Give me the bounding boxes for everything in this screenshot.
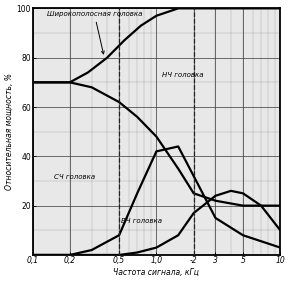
Text: НЧ головка: НЧ головка <box>162 72 203 78</box>
Text: СЧ головка: СЧ головка <box>54 173 95 180</box>
X-axis label: Частота сигнала, кГц: Частота сигнала, кГц <box>113 268 200 277</box>
Text: ВЧ головка: ВЧ головка <box>121 218 162 224</box>
Y-axis label: Относительная мощность, %: Относительная мощность, % <box>5 73 14 190</box>
Text: Широкополосная головка: Широкополосная головка <box>47 11 142 54</box>
